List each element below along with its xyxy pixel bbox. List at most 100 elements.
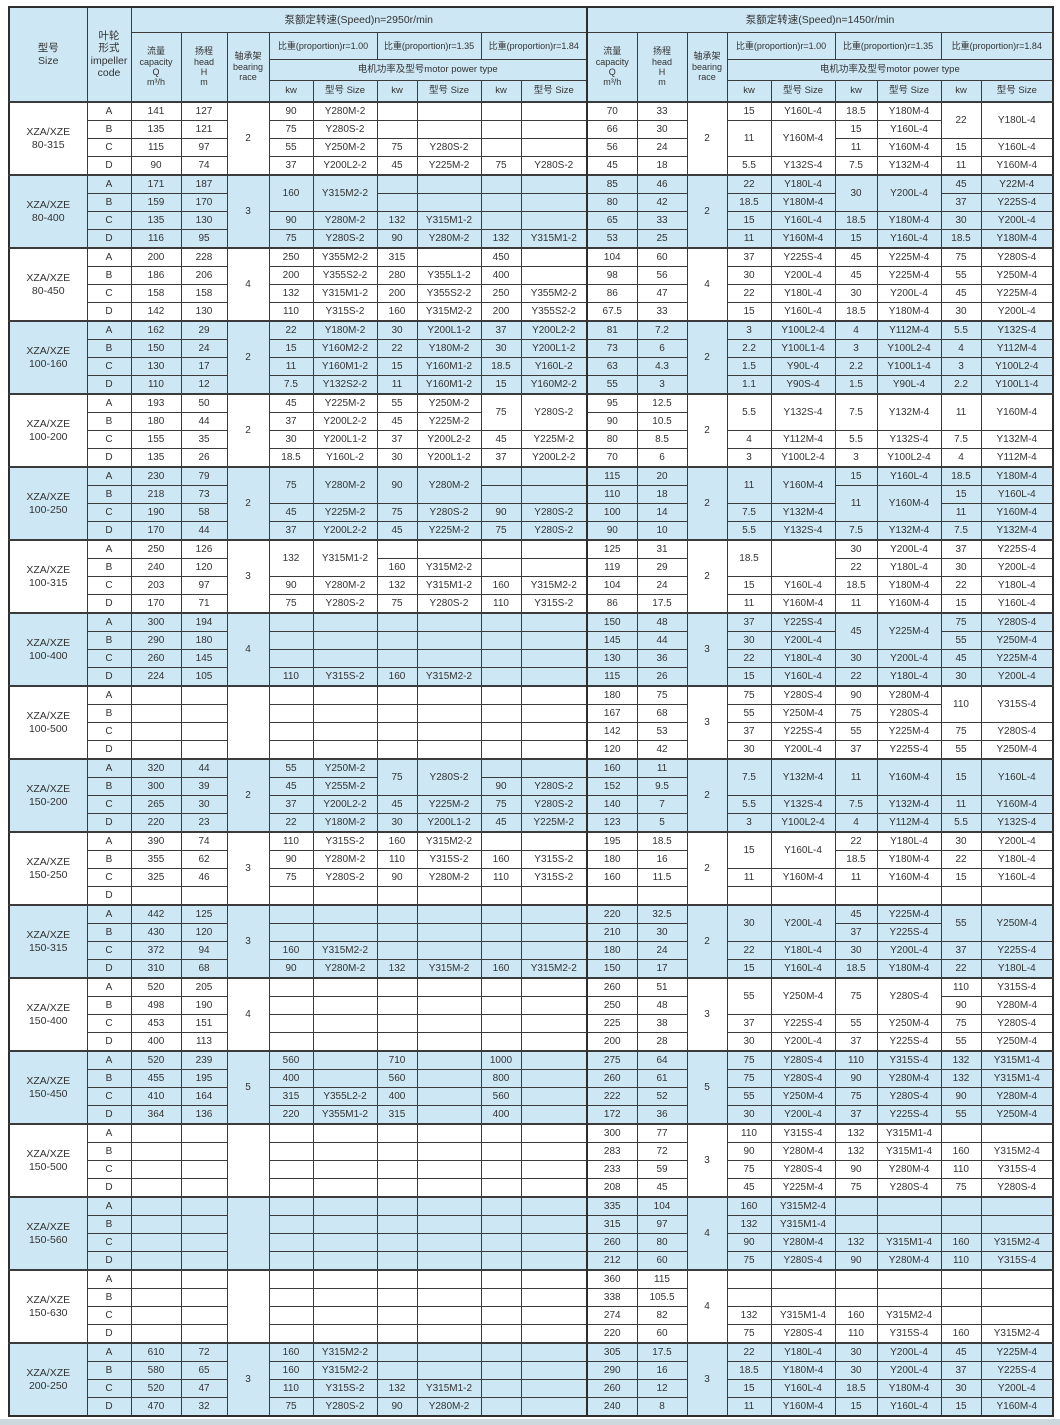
motor-model-1450-cell: Y280S-4 [876,704,942,723]
bearing-2950-cell: 3 [226,831,270,906]
motor-model-1450-cell: Y280S-4 [770,1251,836,1271]
motor-model-2950-cell [416,120,482,139]
bearing-1450-cell: 2 [686,174,728,249]
capacity-2950-cell: 158 [130,284,182,303]
bearing-2950-cell: 2 [226,758,270,833]
capacity-2950-cell: 218 [130,485,182,504]
motor-model-2950-cell [416,996,482,1015]
head-1450-cell: 33 [636,302,688,322]
capacity-2950-cell: 159 [130,193,182,212]
capacity-1450-cell: 98 [586,266,638,285]
kw-2950-cell [480,758,522,778]
impeller-code-cell: D [86,667,132,687]
motor-model-1450-cell: Y225M-4 [876,612,942,650]
capacity-1450-cell [586,886,638,906]
motor-model-1450-cell: Y280M-4 [876,1251,942,1271]
kw-2950-cell [480,649,522,668]
kw-2950-cell [480,1032,522,1052]
kw-2950-cell: 45 [480,813,522,833]
kw-1450-cell: 132 [834,1233,878,1252]
head-1450-cell: 33 [636,211,688,230]
motor-model-1450-cell: Y225M-4 [980,649,1054,668]
kw-2950-cell: 90 [480,777,522,796]
motor-model-1450-cell: Y160M-4 [876,594,942,614]
motor-model-2950-cell [520,722,588,741]
kw-1450-cell: 75 [834,977,878,1015]
motor-model-1450-cell: Y160M-4 [876,758,942,796]
kw-2950-cell: 315 [268,1087,314,1106]
capacity-1450-cell: 283 [586,1142,638,1161]
motor-model-2950-cell [416,886,482,906]
kw-1450-cell [834,1269,878,1289]
motor-model-2950-cell: Y355S2-2 [416,284,482,303]
impeller-code-cell: A [86,977,132,997]
motor-model-2950-cell [520,685,588,705]
table-header: 型号 Size 叶轮 形式 impeller code 泵额定转速(Speed)… [8,6,1054,103]
motor-model-1450-cell: Y315S-4 [980,977,1054,997]
head-1450-cell: 60 [636,1251,688,1271]
motor-model-1450-cell: Y160L-4 [770,831,836,869]
capacity-2950-cell: 150 [130,339,182,358]
impeller-code-cell: D [86,886,132,906]
kw-2950-cell: 7.5 [268,375,314,395]
kw-2950-cell: 45 [268,393,314,413]
head-2950-cell: 194 [180,612,228,632]
capacity-2950-cell: 580 [130,1361,182,1380]
head-2950-cell: 47 [180,1379,228,1398]
kw-2950-cell: 90 [268,959,314,979]
capacity-2950-cell: 203 [130,576,182,595]
motor-model-2950-cell [520,1269,588,1289]
kw-2950-cell [480,1361,522,1380]
head-2950-cell: 44 [180,521,228,541]
header-kw: kw [268,80,314,103]
kw-1450-cell: 4 [834,813,878,833]
impeller-code-cell: C [86,430,132,449]
motor-model-1450-cell: Y200L-4 [770,1105,836,1125]
capacity-1450-cell: 167 [586,704,638,723]
motor-model-2950-cell: Y280S-2 [312,120,378,139]
motor-model-2950-cell: Y160M2-2 [312,339,378,358]
head-1450-cell: 11 [636,758,688,778]
kw-2950-cell [376,977,418,997]
head-2950-cell: 68 [180,959,228,979]
kw-2950-cell: 15 [376,357,418,376]
motor-model-1450-cell: Y180L-4 [770,1342,836,1362]
kw-1450-cell: 22 [940,850,982,869]
kw-2950-cell [376,1233,418,1252]
kw-2950-cell: 160 [268,1342,314,1362]
head-1450-cell: 18 [636,485,688,504]
motor-model-1450-cell: Y180L-4 [876,831,942,851]
motor-model-1450-cell: Y132M-4 [876,156,942,176]
kw-2950-cell: 45 [376,412,418,431]
capacity-1450-cell: 180 [586,685,638,705]
motor-model-2950-cell: Y160L-2 [520,357,588,376]
impeller-code-cell: D [86,229,132,249]
motor-model-2950-cell: Y160M2-2 [520,375,588,395]
impeller-code-cell: C [86,868,132,887]
motor-model-1450-cell: Y132M-4 [770,758,836,796]
header-motor-power-2950: 电机功率及型号motor power type [268,59,588,81]
kw-2950-cell [268,1032,314,1052]
kw-2950-cell: 400 [480,1105,522,1125]
kw-1450-cell: 55 [834,1014,878,1033]
impeller-code-cell: D [86,375,132,395]
bearing-2950-cell: 5 [226,1050,270,1125]
motor-model-2950-cell: Y250M-2 [416,393,482,413]
capacity-2950-cell: 310 [130,959,182,979]
header-head-2950: 扬程 head H m [180,32,228,103]
head-1450-cell: 61 [636,1069,688,1088]
motor-model-2950-cell: Y315M2-2 [416,558,482,577]
bearing-2950-cell: 2 [226,101,270,176]
pump-size-cell: XZA/XZE 80-315 [8,101,88,176]
header-kw: kw [376,80,418,103]
capacity-1450-cell: 115 [586,667,638,687]
kw-1450-cell: 30 [940,667,982,687]
motor-model-2950-cell: Y315S-2 [312,667,378,687]
motor-model-2950-cell: Y280S-2 [520,503,588,522]
head-1450-cell: 18 [636,156,688,176]
kw-1450-cell: 90 [834,1160,878,1179]
kw-1450-cell: 18.5 [834,211,878,230]
motor-model-1450-cell: Y280M-4 [876,1069,942,1088]
motor-model-2950-cell: Y180M-2 [416,339,482,358]
motor-model-2950-cell [520,211,588,230]
